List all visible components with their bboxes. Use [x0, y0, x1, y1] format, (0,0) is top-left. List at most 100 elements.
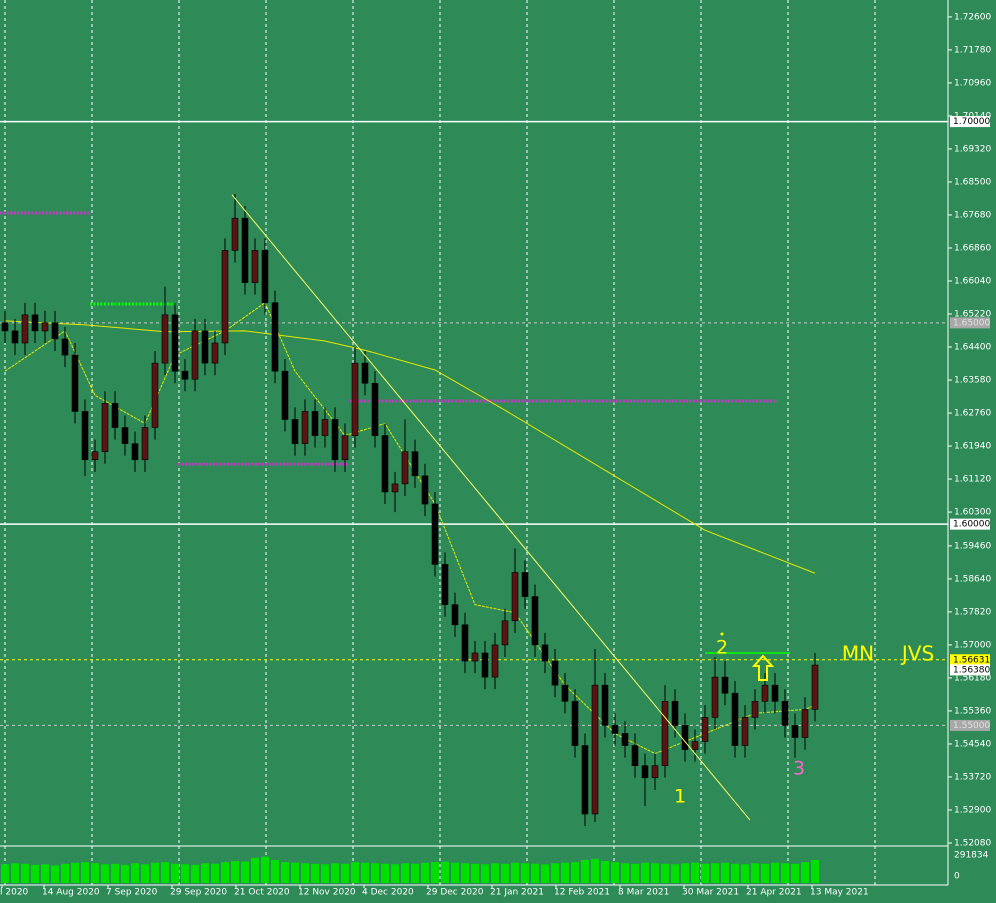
- volume-bar: [51, 865, 59, 883]
- x-tick-label: 7 Sep 2020: [106, 888, 158, 898]
- candle-body: [311, 411, 319, 436]
- volume-bar: [681, 863, 689, 883]
- volume-bar: [561, 862, 569, 883]
- candle-body: [661, 700, 669, 766]
- plot: [0, 120, 948, 883]
- annotation: 3: [793, 758, 805, 780]
- candle-body: [11, 330, 19, 344]
- y-tick-label: 1.60300: [954, 508, 991, 518]
- candle-body: [771, 684, 779, 702]
- candle-body: [281, 370, 289, 420]
- volume-bar: [241, 861, 249, 883]
- candle-body: [71, 354, 79, 412]
- candle-body: [61, 338, 69, 356]
- volume-bar: [291, 862, 299, 883]
- candle-body: [651, 765, 659, 779]
- candle-body: [271, 302, 279, 372]
- candle-body: [111, 403, 119, 428]
- volume-tick-label: 0: [954, 872, 960, 882]
- moving-average: [4, 320, 816, 574]
- candle-body: [321, 419, 329, 436]
- candle-body: [51, 322, 59, 340]
- level-label-box: [950, 518, 990, 530]
- volume-bar: [751, 863, 759, 883]
- volume-bar: [621, 863, 629, 883]
- candle-body: [401, 451, 409, 485]
- volume-bar: [581, 859, 589, 883]
- candle-body: [291, 419, 299, 444]
- volume-bar: [161, 862, 169, 883]
- candle-body: [81, 411, 89, 461]
- candle-body: [671, 700, 679, 726]
- y-tick-label: 1.53720: [954, 772, 991, 782]
- volume-bar: [591, 858, 599, 883]
- y-tick-label: 1.55360: [954, 706, 991, 716]
- volume-bar: [31, 864, 39, 883]
- candle-body: [181, 370, 189, 380]
- volume-bar: [91, 863, 99, 883]
- volume-bar: [701, 863, 709, 883]
- candle-body: [551, 660, 559, 686]
- volume-bar: [501, 863, 509, 883]
- annotation: JVS: [900, 642, 934, 666]
- volume-bar: [211, 863, 219, 883]
- candle-body: [591, 684, 599, 815]
- candle-body: [351, 362, 359, 436]
- x-tick-label: 12 Nov 2020: [298, 888, 356, 898]
- volume-bar: [531, 863, 539, 883]
- candle-body: [301, 411, 309, 444]
- x-tick-label: 21 Oct 2020: [234, 888, 290, 898]
- y-tick-label: 1.59460: [954, 541, 991, 551]
- annotation: MN: [842, 642, 874, 666]
- candle-body: [761, 684, 769, 702]
- volume-bar: [151, 862, 159, 883]
- volume-bar: [371, 863, 379, 883]
- x-tick-label: 13 May 2021: [810, 888, 869, 898]
- y-tick-label: 1.71780: [954, 45, 991, 55]
- level-label-box: [950, 654, 990, 666]
- candle-body: [251, 250, 259, 283]
- candle-body: [211, 342, 219, 364]
- volume-bar: [651, 863, 659, 883]
- volume-bar: [471, 863, 479, 883]
- volume-bar: [71, 862, 79, 883]
- candle-body: [811, 664, 819, 710]
- candle-body: [161, 314, 169, 364]
- y-tick-label: 1.62760: [954, 409, 991, 419]
- volume-bar: [481, 864, 489, 883]
- candle-body: [101, 403, 109, 452]
- candle-body: [511, 572, 519, 622]
- x-tick-label: 30 Mar 2021: [682, 888, 739, 898]
- y-tick-label: 1.57000: [954, 640, 991, 650]
- volume-bar: [301, 863, 309, 883]
- candle-body: [121, 427, 129, 444]
- candle-body: [721, 676, 729, 694]
- level-label: 1.70000: [953, 117, 990, 127]
- volume-bar: [741, 864, 749, 883]
- volume-bar: [421, 862, 429, 883]
- y-tick-label: 1.68500: [954, 177, 991, 187]
- volume-bar: [671, 864, 679, 883]
- moving-average: [4, 301, 816, 755]
- volume-bar: [541, 864, 549, 883]
- candle-body: [681, 725, 689, 750]
- volume-bar: [111, 863, 119, 883]
- volume-bar: [21, 863, 29, 883]
- volume-bar: [771, 862, 779, 883]
- x-tick-label: 29 Sep 2020: [170, 888, 227, 898]
- volume-bar: [791, 863, 799, 883]
- x-tick-label: 14 Aug 2020: [42, 888, 100, 898]
- y-tick-label: 1.63580: [954, 376, 991, 386]
- candle-body: [141, 427, 149, 461]
- volume-bar: [601, 861, 609, 883]
- level-label-box: [950, 116, 990, 128]
- volume-bar: [341, 863, 349, 883]
- x-tick-label: l 2020: [0, 888, 29, 898]
- candle-body: [481, 652, 489, 678]
- candle-body: [751, 700, 759, 718]
- y-tick-label: 1.65220: [954, 310, 991, 320]
- volume-bar: [691, 862, 699, 883]
- level-label-box: [950, 664, 990, 676]
- volume-bar: [721, 862, 729, 883]
